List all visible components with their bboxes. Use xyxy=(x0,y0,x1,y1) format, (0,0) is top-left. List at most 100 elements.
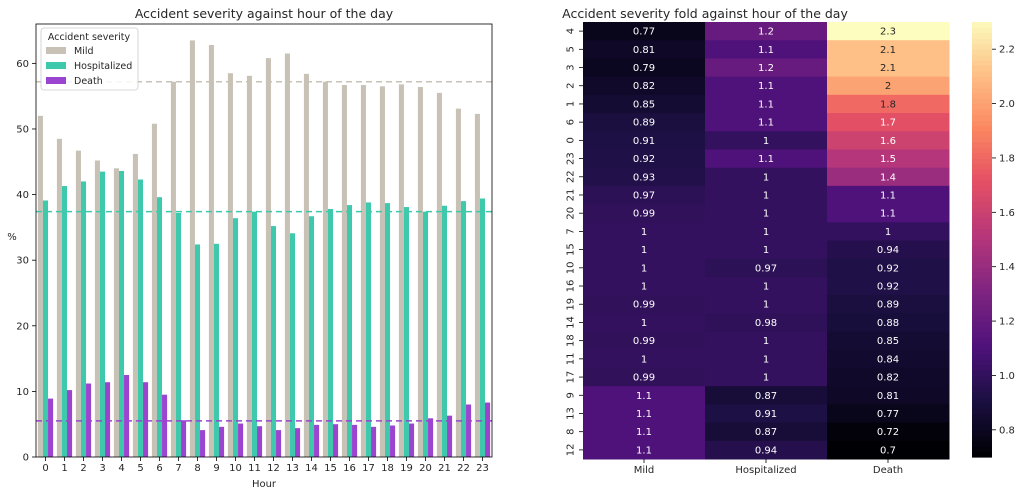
colorbar-segment xyxy=(972,391,992,398)
colorbar-segment xyxy=(972,196,992,203)
x-tick-label: 19 xyxy=(400,463,413,474)
heatmap-cell-17-hospitalized xyxy=(705,367,828,387)
heatmap-cell-14-death xyxy=(827,313,950,333)
row-label-hour: 12 xyxy=(566,444,577,457)
colorbar-segment xyxy=(972,98,992,105)
heatmap-cell-18-hospitalized xyxy=(705,331,828,351)
heatmap-cell-19-death xyxy=(827,295,950,314)
heatmap-cell-23-mild xyxy=(583,149,706,169)
x-tick-label: 13 xyxy=(286,463,299,474)
colorbar-segment xyxy=(972,293,992,300)
heatmap-cell-label: 2.3 xyxy=(880,27,896,38)
heatmap-cell-label: 0.85 xyxy=(877,336,899,347)
heatmap-cell-12-death xyxy=(827,440,950,460)
heatmap-cell-label: 1.6 xyxy=(880,136,896,147)
heatmap-cell-label: 1.7 xyxy=(880,118,896,129)
colorbar-segment xyxy=(972,310,992,317)
heatmap-cell-label: 1 xyxy=(763,300,769,311)
y-tick-label: 10 xyxy=(16,387,29,398)
colorbar-segment xyxy=(972,92,992,99)
bar-mild-22 xyxy=(455,108,461,457)
colorbar-segment xyxy=(972,244,992,251)
row-label-hour: 19 xyxy=(566,298,577,311)
heatmap-cell-label: 0.99 xyxy=(633,209,655,220)
colorbar-segment xyxy=(972,157,992,164)
bar-death-18 xyxy=(390,425,396,457)
heatmap-cell-label: 0.98 xyxy=(755,318,777,329)
heatmap-cell-label: 1 xyxy=(763,136,769,147)
colorbar-segment xyxy=(972,212,992,219)
heatmap-cell-label: 1 xyxy=(641,318,647,329)
heatmap-cell-label: 0.87 xyxy=(755,391,777,402)
colorbar-segment xyxy=(972,27,992,34)
bar-legend: Accident severity Mild Hospitalized Death xyxy=(40,27,139,91)
legend-swatch-mild xyxy=(46,47,66,54)
bar-death-15 xyxy=(333,424,339,457)
heatmap-cell-7-hospitalized xyxy=(705,222,828,241)
bar-mild-9 xyxy=(208,44,214,458)
x-tick-label: 0 xyxy=(42,463,48,474)
column-label: Death xyxy=(873,465,903,476)
bar-mild-0 xyxy=(37,115,43,458)
heatmap-cell-label: 0.94 xyxy=(755,445,777,456)
colorbar-segment xyxy=(972,446,992,453)
heatmap-cell-22-mild xyxy=(583,167,706,187)
colorbar-segment xyxy=(972,299,992,306)
heatmap-cell-15-hospitalized xyxy=(705,240,828,260)
colorbar-segment xyxy=(972,364,992,371)
x-tick-label: 17 xyxy=(362,463,375,474)
colorbar-segment xyxy=(972,185,992,192)
bar-mild-6 xyxy=(151,123,157,457)
heatmap-cell-22-death xyxy=(827,167,950,187)
bar-hospitalized-0 xyxy=(42,200,49,458)
colorbar-segment xyxy=(972,65,992,72)
heatmap-cell-15-death xyxy=(827,240,950,260)
heatmap-cell-label: 0.92 xyxy=(877,282,899,293)
colorbar-segment xyxy=(972,43,992,50)
heatmap-cell-2-mild xyxy=(583,76,706,96)
colorbar-segment xyxy=(972,70,992,77)
y-tick-label: 0 xyxy=(23,453,29,464)
x-tick-label: 11 xyxy=(248,463,261,474)
heatmap-cell-label: 0.82 xyxy=(877,373,899,384)
heatmap-cell-label: 2.1 xyxy=(880,63,896,74)
row-label-hour: 8 xyxy=(566,429,577,435)
bar-mild-1 xyxy=(56,138,62,457)
bar-death-10 xyxy=(238,423,244,457)
heatmap-cell-6-death xyxy=(827,113,950,132)
heatmap-cell-label: 0.7 xyxy=(880,445,896,456)
colorbar-segment xyxy=(972,440,992,447)
x-tick-label: 18 xyxy=(381,463,394,474)
bar-death-16 xyxy=(352,424,358,457)
heatmap-cell-8-hospitalized xyxy=(705,422,828,442)
x-tick-label: 2 xyxy=(80,463,86,474)
bar-death-14 xyxy=(314,424,320,457)
bar-mild-19 xyxy=(398,84,404,457)
bar-hospitalized-23 xyxy=(479,198,486,457)
bar-mild-2 xyxy=(75,150,81,457)
x-tick-label: 4 xyxy=(118,463,124,474)
row-label-hour: 9 xyxy=(566,392,577,398)
colorbar-segment xyxy=(972,130,992,137)
colorbar-segment xyxy=(972,217,992,224)
bar-hospitalized-16 xyxy=(346,205,353,457)
heatmap-cell-21-death xyxy=(827,185,950,205)
heatmap-cell-16-hospitalized xyxy=(705,276,828,296)
colorbar-segment xyxy=(972,261,992,268)
heatmap-cell-9-death xyxy=(827,386,950,405)
bar-death-11 xyxy=(257,426,263,457)
bar-mild-23 xyxy=(474,113,480,457)
colorbar-segment xyxy=(972,386,992,393)
colorbar-segment xyxy=(972,380,992,387)
colorbar-tick-label: 1.2 xyxy=(999,317,1015,328)
heatmap-cell-label: 1.4 xyxy=(880,172,896,183)
heatmap-cell-9-mild xyxy=(583,386,706,405)
bar-hospitalized-1 xyxy=(61,186,68,457)
heatmap-cell-label: 1 xyxy=(641,245,647,256)
colorbar-segment xyxy=(972,168,992,175)
bar-mild-11 xyxy=(246,75,252,457)
row-label-hour: 20 xyxy=(566,207,577,220)
x-tick-label: 1 xyxy=(61,463,67,474)
heatmap-cell-label: 0.99 xyxy=(633,336,655,347)
colorbar-segment xyxy=(972,147,992,154)
